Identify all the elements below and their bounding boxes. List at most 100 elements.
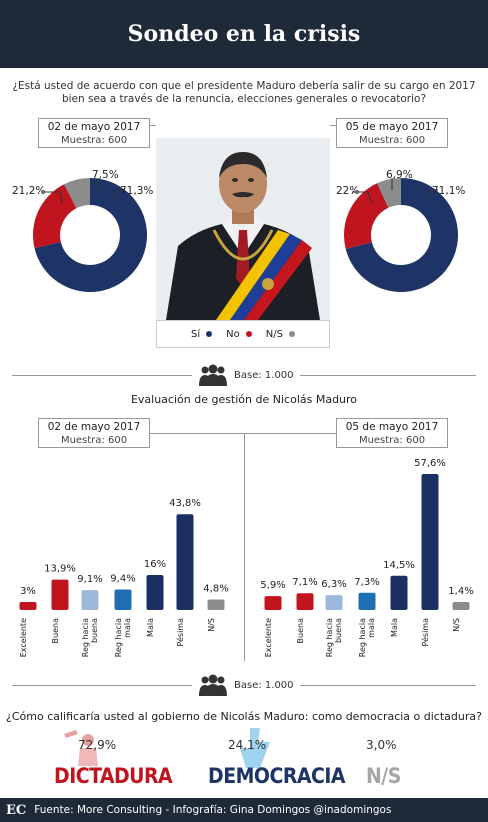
bar-category-text: N/S xyxy=(207,618,216,632)
bar-value-label: 16% xyxy=(144,559,166,570)
donut-label: 6,9% xyxy=(386,169,413,181)
donut-leader-line xyxy=(425,189,438,201)
legend-label-si: Sí xyxy=(191,328,201,340)
dictatorship-percent: 72,9% xyxy=(78,738,117,752)
survey-1-date: 02 de mayo 2017 xyxy=(47,121,141,133)
donut-label: 21,2% xyxy=(12,185,45,197)
bar-value-label: 14,5% xyxy=(383,560,415,571)
survey-2-date-eval: 05 de mayo 2017 xyxy=(345,421,439,433)
legend-item-no: No xyxy=(226,329,252,340)
president-portrait-illustration xyxy=(156,138,330,320)
bar-value-label: 7,3% xyxy=(354,577,379,588)
bar-category-label: Pésima xyxy=(420,618,430,647)
legend-dot-ns xyxy=(288,331,295,337)
bar-category-label: Reg hacia buena xyxy=(325,618,343,657)
survey-2-box-eval: 05 de mayo 2017 Muestra: 600 xyxy=(336,418,448,448)
bar-5 xyxy=(390,575,408,610)
ns-percent: 3,0% xyxy=(366,738,397,752)
footer-source: Fuente: More Consulting - Infografía: Gi… xyxy=(34,804,392,816)
portrait-image xyxy=(156,138,330,320)
bar-6 xyxy=(176,514,194,610)
divider-line xyxy=(244,433,336,434)
survey-2-sample-eval: Muestra: 600 xyxy=(358,435,426,446)
bar-value-label: 9,4% xyxy=(110,573,135,584)
bar-category-label: Reg hacia mala xyxy=(358,618,376,657)
donut-slice-2 xyxy=(33,184,77,249)
bar-category-text: Pésima xyxy=(420,618,430,647)
democracy-percent: 24,1% xyxy=(228,738,267,752)
bar-category-text: mala xyxy=(123,618,132,638)
survey-1-sample-eval: Muestra: 600 xyxy=(60,435,128,446)
base-label-2: Base: 1.000 xyxy=(192,674,300,696)
bar-3 xyxy=(325,595,343,610)
ns-label: N/S xyxy=(366,764,401,788)
legend-label-no: No xyxy=(226,328,240,340)
chart-legend: Sí No N/S xyxy=(156,320,330,348)
donut-chart-may-05: 71,1% 22% 6,9% xyxy=(336,169,465,292)
question-1-line-1: ¿Está usted de acuerdo con que el presid… xyxy=(12,80,476,92)
bar-category-text: Reg hacia xyxy=(325,618,334,657)
bar-category-label: Reg hacia buena xyxy=(81,618,99,657)
legend-item-ns: N/S xyxy=(266,329,295,340)
people-icon xyxy=(199,364,227,386)
donut-leader-line xyxy=(111,189,125,201)
donut-label: 71,3% xyxy=(120,185,153,197)
legend-label-ns: N/S xyxy=(265,328,283,340)
dictatorship-label: DICTADURA xyxy=(54,764,173,788)
brand-logo: EC xyxy=(6,802,27,818)
base-text: Base: 1.000 xyxy=(234,369,294,381)
bar-3 xyxy=(81,590,99,610)
donut-slice-2 xyxy=(344,183,389,249)
bar-category-label: Excelente xyxy=(19,618,28,657)
bar-category-label: Buena xyxy=(296,618,305,644)
bar-6 xyxy=(421,474,439,610)
bar-category-text: Reg hacia xyxy=(114,618,123,657)
donut-slice-1 xyxy=(345,178,458,292)
bar-value-label: 9,1% xyxy=(77,574,102,585)
bar-2 xyxy=(296,593,314,610)
survey-1-box-eval: 02 de mayo 2017 Muestra: 600 xyxy=(38,418,150,448)
survey-1-box: 02 de mayo 2017 Muestra: 600 xyxy=(38,118,150,148)
bar-category-text: Reg hacia xyxy=(358,618,367,657)
legend-dot-si xyxy=(206,331,213,337)
donut-label: 71,1% xyxy=(432,185,465,197)
footer: EC Fuente: More Consulting - Infografía:… xyxy=(0,798,488,822)
bar-value-label: 1,4% xyxy=(448,586,473,597)
donut-slice-1 xyxy=(34,178,147,292)
survey-1-sample: Muestra: 600 xyxy=(60,135,128,146)
bar-category-text: Mala xyxy=(146,618,155,637)
bar-category-label: Buena xyxy=(51,618,60,644)
base-text-2: Base: 1.000 xyxy=(234,679,294,691)
bar-4 xyxy=(114,589,132,610)
bar-category-text: Pésima xyxy=(175,618,185,647)
bar-value-label: 43,8% xyxy=(169,498,201,509)
divider-line xyxy=(150,433,244,434)
page-title: Sondeo en la crisis xyxy=(0,0,488,68)
bar-category-text: N/S xyxy=(452,618,461,632)
bar-category-text: Buena xyxy=(296,618,305,644)
bar-category-label: N/S xyxy=(207,618,216,632)
bar-category-label: Reg hacia mala xyxy=(114,618,132,657)
bar-category-text: Excelente xyxy=(19,618,28,657)
bar-category-label: N/S xyxy=(452,618,461,632)
democracy-label: DEMOCRACIA xyxy=(208,764,346,788)
bar-category-text: buena xyxy=(90,618,99,643)
legend-item-si: Sí xyxy=(191,328,213,340)
bar-value-label: 6,3% xyxy=(321,579,346,590)
divider-line xyxy=(244,433,245,661)
bar-category-label: Mala xyxy=(146,618,155,637)
survey-1-date-eval: 02 de mayo 2017 xyxy=(47,421,141,433)
bar-value-label: 4,8% xyxy=(203,584,228,595)
base-label: Base: 1.000 xyxy=(192,364,300,386)
bar-7 xyxy=(452,602,470,610)
question-1: ¿Está usted de acuerdo con que el presid… xyxy=(10,80,478,106)
question-2: ¿Cómo calificaría usted al gobierno de N… xyxy=(6,710,482,723)
evaluation-title: Evaluación de gestión de Nicolás Maduro xyxy=(130,393,358,406)
donut-leader-line xyxy=(352,191,373,205)
bar-category-text: Buena xyxy=(51,618,60,644)
bar-category-label: Mala xyxy=(390,618,399,637)
bar-value-label: 7,1% xyxy=(292,577,317,588)
bar-category-text: Excelente xyxy=(264,618,273,657)
donut-leader-line xyxy=(42,191,63,205)
